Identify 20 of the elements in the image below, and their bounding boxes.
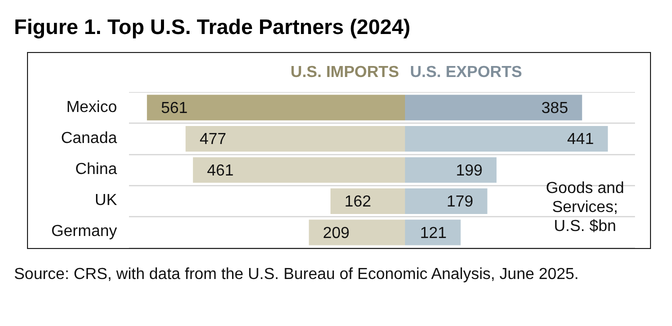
source-note: Source: CRS, with data from the U.S. Bureau of Economic Analysis, June 2025.	[14, 265, 580, 285]
data-label: 461	[206, 162, 234, 180]
series-label: U.S. IMPORTS	[290, 64, 399, 82]
data-label: 385	[541, 100, 568, 118]
y-tick-label: Germany	[50, 222, 117, 242]
y-tick-label: UK	[94, 191, 117, 212]
y-tick-label: Mexico	[65, 98, 117, 118]
series-label: U.S. EXPORTS	[410, 64, 522, 82]
chart-title: Figure 1. Top U.S. Trade Partners (2024)	[14, 16, 410, 40]
data-label: 477	[200, 131, 226, 148]
y-tick-label: Canada	[60, 128, 117, 149]
data-label: 561	[160, 100, 188, 118]
y-tick-label: China	[74, 160, 117, 180]
annotation: Goods and Services; U.S. $bn	[544, 179, 626, 236]
data-label: 441	[567, 131, 594, 148]
data-label: 162	[344, 194, 372, 211]
data-label: 199	[456, 162, 483, 180]
data-label: 209	[322, 224, 350, 242]
data-label: 179	[446, 194, 474, 211]
data-label: 121	[420, 224, 447, 242]
